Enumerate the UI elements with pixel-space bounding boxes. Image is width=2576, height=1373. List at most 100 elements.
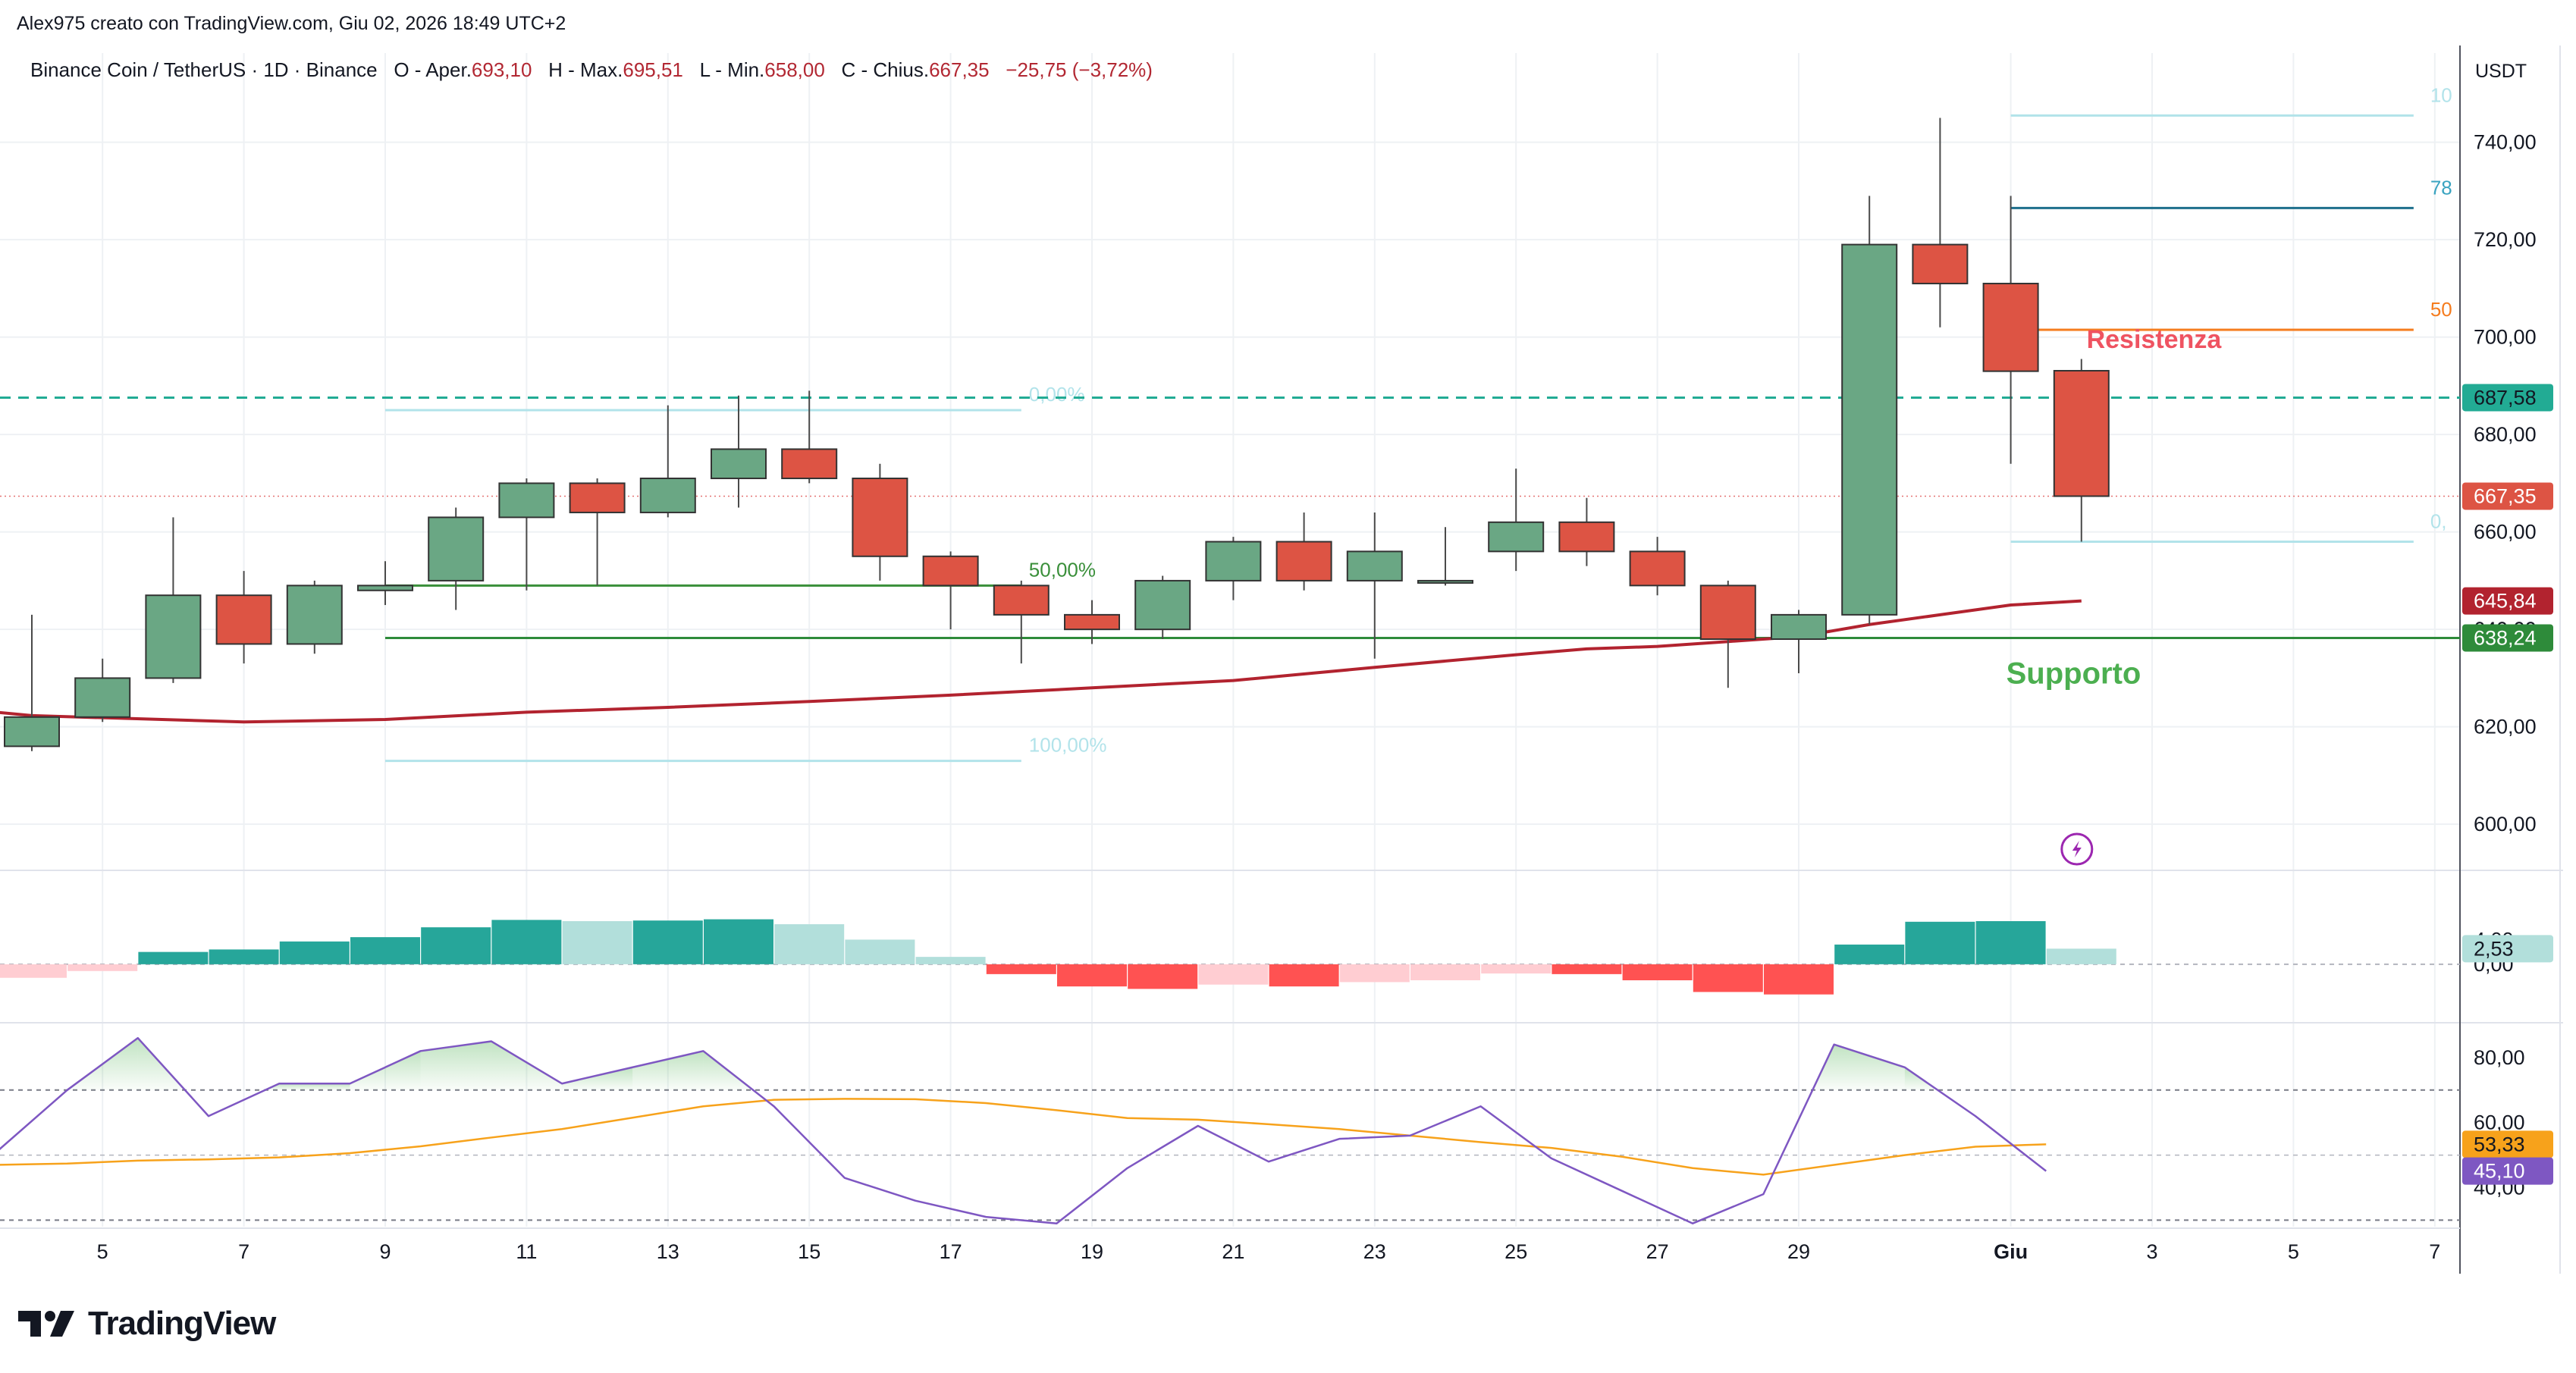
macd-bar — [1481, 964, 1552, 974]
candle-body — [639, 477, 696, 513]
candle-body — [922, 555, 979, 587]
open-label: O - Aper. — [394, 58, 472, 81]
price-tick-label: 680,00 — [2474, 423, 2537, 446]
rsi-tick-label: 60,00 — [2474, 1111, 2525, 1134]
rsi-ma-badge — [2462, 1130, 2553, 1158]
macd-bar — [562, 921, 632, 964]
candle-body — [1205, 541, 1262, 581]
candles[interactable] — [4, 118, 2110, 751]
candle-body — [4, 716, 60, 748]
candle-body — [357, 585, 413, 591]
rsi-tick-label: 80,00 — [2474, 1046, 2525, 1069]
dashed-level-badge-text: 687,58 — [2474, 386, 2537, 409]
ma-badge — [2462, 587, 2553, 615]
horizontal-levels[interactable] — [0, 396, 2460, 639]
moving-average — [0, 599, 2082, 724]
candle-body — [1064, 613, 1120, 631]
symbol-legend[interactable]: Binance Coin / TetherUS · 1D · Binance O… — [30, 58, 1153, 82]
price-tick-label: 600,00 — [2474, 813, 2537, 835]
moving-average-line — [0, 599, 2082, 724]
macd-bar — [845, 939, 915, 964]
candle-body — [1771, 613, 1827, 641]
resistance-label: Resistenza — [2087, 325, 2223, 354]
fib-level-label: 78 — [2430, 176, 2452, 199]
support-label: Supporto — [2007, 657, 2141, 690]
candle-body — [569, 482, 626, 513]
rsi-ma-badge-text: 53,33 — [2474, 1133, 2525, 1155]
time-tick-label: 7 — [238, 1240, 249, 1263]
rsi-overbought-fill — [632, 1051, 704, 1090]
candle-body — [781, 448, 838, 479]
rsi-overbought-fill — [279, 1083, 350, 1090]
axes: 600,00620,00640,00660,00680,00700,00720,… — [97, 131, 2537, 1263]
grid-lines — [0, 53, 2460, 1227]
macd-bar — [704, 919, 773, 964]
macd-bar — [1410, 964, 1480, 980]
macd-bar — [350, 937, 420, 964]
price-tick-label: 740,00 — [2474, 131, 2537, 154]
close-value: 667,35 — [929, 58, 990, 81]
candle-body — [1841, 243, 1898, 616]
annotations: Resistenza Supporto — [2007, 325, 2223, 866]
candle-body — [498, 482, 555, 519]
candle-body — [1417, 579, 1473, 584]
time-tick-label: 3 — [2146, 1240, 2157, 1263]
rsi-overbought-fill — [562, 1067, 633, 1090]
macd-bar — [67, 964, 138, 971]
tradingview-logo-icon — [18, 1311, 74, 1337]
currency-label[interactable]: USDT — [2475, 61, 2527, 82]
price-badges: 687,58 667,35 645,84 638,24 2,53 53,33 45,10 — [2462, 384, 2553, 1185]
tradingview-logo[interactable]: TradingView — [18, 1301, 276, 1346]
close-label: C - Chius. — [841, 58, 930, 81]
rsi-badge — [2462, 1157, 2553, 1185]
time-tick-label: 13 — [657, 1240, 679, 1263]
macd-bar — [915, 957, 986, 964]
macd-bar — [1057, 964, 1127, 987]
pane-frames — [0, 45, 2563, 1274]
time-tick-label: 19 — [1081, 1240, 1103, 1263]
time-tick-label: Giu — [1994, 1240, 2028, 1263]
time-tick-label: 15 — [798, 1240, 820, 1263]
chart-credit: Alex975 creato con TradingView.com, Giu … — [17, 13, 566, 34]
fib-level-label: 50,00% — [1029, 558, 1096, 581]
macd-bar — [1622, 964, 1693, 980]
candle-body — [1912, 243, 1969, 284]
time-tick-label: 5 — [97, 1240, 108, 1263]
macd-bar — [491, 920, 562, 964]
price-tick-label: 620,00 — [2474, 716, 2537, 738]
candle-body — [428, 516, 485, 581]
fib-level-label: 10 — [2430, 83, 2452, 106]
candle-body — [1134, 579, 1191, 631]
support-badge-text: 638,24 — [2474, 626, 2537, 649]
candle-body — [74, 677, 131, 718]
time-tick-label: 5 — [2288, 1240, 2299, 1263]
macd-bar — [1905, 921, 1975, 964]
candle-body — [1346, 550, 1403, 581]
candle-body — [1699, 585, 1756, 641]
price-tick-label: 700,00 — [2474, 326, 2537, 349]
rsi-ma-line — [0, 1098, 2047, 1176]
candle-body — [711, 448, 767, 479]
macd-bar — [774, 924, 845, 964]
macd-bar — [986, 964, 1056, 974]
macd-badge-text: 2,53 — [2474, 937, 2514, 960]
time-tick-label: 29 — [1787, 1240, 1810, 1263]
fib-level-label: 0,00% — [1029, 383, 1085, 406]
price-tick-label: 660,00 — [2474, 521, 2537, 544]
dashed-level-badge — [2462, 384, 2553, 412]
macd-bar — [1764, 964, 1834, 995]
macd-bar — [138, 951, 209, 964]
high-value: 695,51 — [623, 58, 683, 81]
open-value: 693,10 — [471, 58, 532, 81]
macd-bar — [209, 949, 279, 964]
symbol-title: Binance Coin / TetherUS · 1D · Binance — [30, 58, 378, 81]
logo-text: TradingView — [88, 1305, 276, 1342]
candle-body — [1488, 521, 1545, 553]
price-tick-label: 720,00 — [2474, 228, 2537, 251]
macd-bar — [1975, 921, 2046, 964]
time-tick-label: 21 — [1222, 1240, 1244, 1263]
low-label: L - Min. — [699, 58, 765, 81]
fibonacci-retracements[interactable]: 0,00% 50,00% 100,00% 10 78 50 0, — [385, 83, 2452, 763]
low-value: 658,00 — [764, 58, 825, 81]
